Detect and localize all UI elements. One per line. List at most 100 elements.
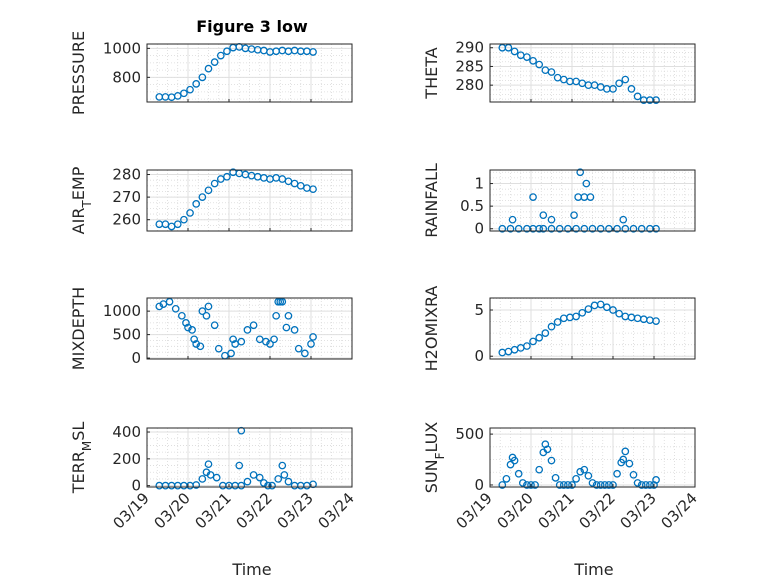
data-point [535, 465, 544, 474]
data-point [629, 470, 638, 479]
data-point [204, 302, 213, 311]
data-point [235, 461, 244, 470]
data-point [531, 481, 539, 489]
data-point [210, 179, 219, 188]
y-axis-label: AIRTEMP [69, 166, 94, 234]
data-point [223, 47, 231, 56]
data-point [227, 349, 235, 358]
data-point [625, 459, 634, 468]
y-axis-label: MIXDEPTH [69, 287, 88, 370]
data-point [564, 224, 572, 233]
data-point [282, 323, 291, 332]
data-point [237, 337, 246, 346]
data-point [605, 481, 613, 489]
data-point [173, 92, 182, 100]
data-point [652, 317, 660, 325]
data-point [514, 469, 523, 478]
data-point [576, 467, 585, 476]
data-point [535, 333, 544, 342]
y-axis-label: SUNFLUX [422, 422, 447, 494]
data-point [564, 481, 572, 489]
data-point [535, 224, 544, 233]
data-point [596, 300, 605, 309]
y-tick-label: 0 [474, 347, 484, 365]
y-tick-label: 285 [455, 57, 484, 75]
data-point [498, 224, 507, 233]
axes-box [146, 43, 353, 103]
data-point [266, 340, 274, 348]
data-point [621, 75, 630, 84]
data-point [641, 481, 650, 489]
data-point [633, 92, 642, 101]
data-point [553, 318, 562, 326]
data-point [523, 481, 531, 489]
data-point [609, 481, 617, 489]
data-point [268, 481, 276, 490]
axes-box [146, 427, 353, 488]
y-tick-label: 270 [112, 188, 141, 206]
y-axis-label: H2OMIXRA [422, 286, 441, 372]
data-point [216, 51, 225, 60]
data-point [210, 321, 219, 330]
data-point [294, 344, 303, 353]
data-point [527, 481, 535, 489]
data-point [629, 224, 638, 233]
data-point [498, 481, 507, 489]
data-point [596, 224, 605, 233]
data-point [576, 168, 585, 177]
data-point [198, 475, 207, 483]
data-point [192, 200, 201, 208]
data-point [198, 73, 207, 82]
data-point [276, 297, 285, 306]
data-point [284, 311, 293, 320]
y-tick-label: 500 [112, 326, 141, 344]
data-point [309, 480, 317, 489]
data-point [202, 311, 211, 320]
data-point [570, 211, 578, 220]
data-point [171, 304, 180, 313]
data-point [580, 465, 589, 474]
data-point [572, 312, 580, 321]
data-point [637, 481, 646, 489]
data-point [547, 322, 556, 331]
data-point [210, 58, 219, 66]
data-point [584, 471, 593, 480]
data-point [243, 477, 252, 486]
data-point [186, 85, 194, 94]
data-point [214, 344, 223, 353]
data-point [586, 193, 595, 201]
data-point [637, 224, 646, 233]
y-axis-label: TERRMSL [69, 422, 94, 495]
data-point [198, 307, 207, 315]
y-axis-label: PRESSURE [69, 31, 88, 115]
data-point [568, 481, 576, 489]
data-point [504, 43, 513, 52]
data-point [523, 342, 531, 350]
y-tick-label: 0.5 [460, 197, 484, 215]
data-point [572, 475, 580, 483]
data-point [615, 309, 624, 318]
y-tick-label: 400 [112, 423, 141, 441]
data-point [309, 185, 317, 194]
data-point [180, 215, 188, 224]
data-point [309, 333, 317, 341]
subplot-rainfall: 0 0.5 1 RAINFALL [422, 163, 696, 238]
y-axis-label: RAINFALL [422, 163, 441, 238]
y-tick-label: 1000 [103, 39, 141, 57]
data-point [547, 68, 556, 76]
data-point [584, 305, 593, 313]
data-point [502, 475, 511, 483]
subplot-mixdepth: 0 500 1000 MIXDEPTH [69, 287, 353, 370]
data-point [243, 326, 252, 334]
data-point [559, 481, 568, 489]
data-point [206, 471, 215, 479]
data-point [572, 224, 580, 233]
y-tick-label: 200 [112, 450, 141, 468]
axes-box [489, 169, 696, 232]
data-point [535, 60, 544, 69]
data-point [190, 335, 198, 344]
data-point [270, 335, 278, 344]
data-point [192, 481, 201, 489]
data-point [555, 224, 564, 233]
